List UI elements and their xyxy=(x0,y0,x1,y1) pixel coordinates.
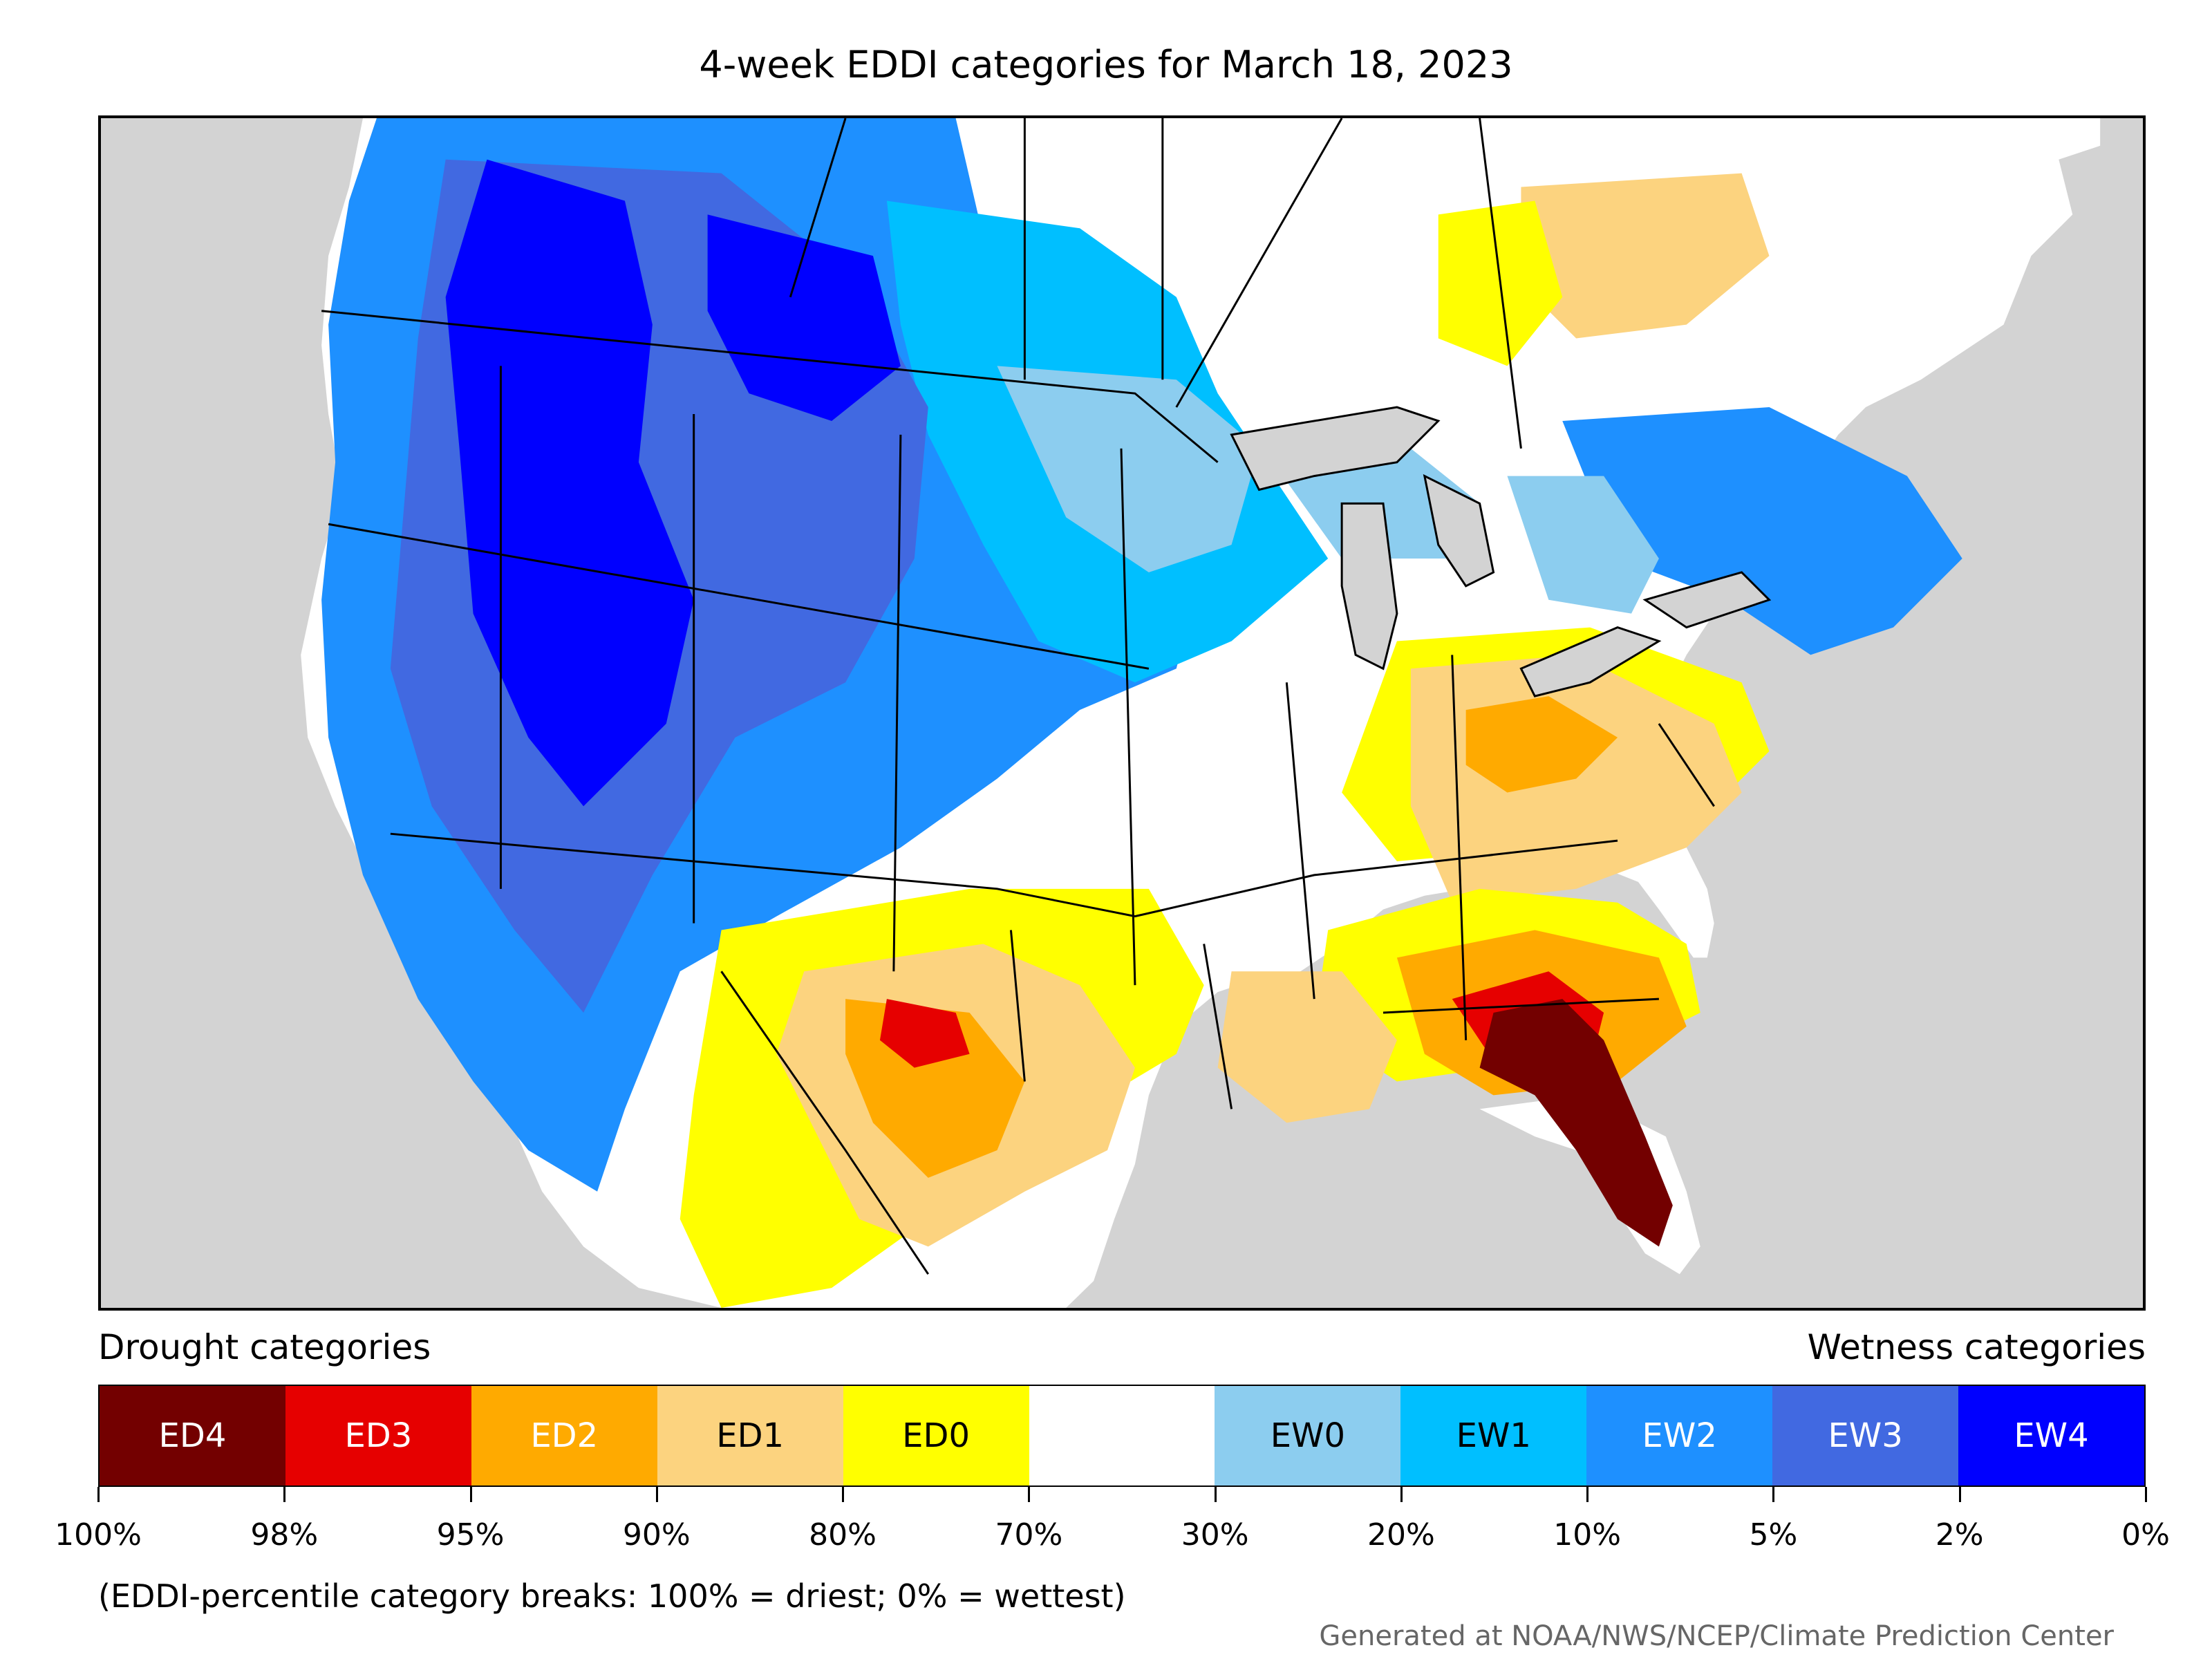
legend-tick xyxy=(1958,1487,1961,1502)
legend-tick-label: 80% xyxy=(809,1517,877,1553)
legend-swatch-ew3: EW3 xyxy=(1772,1386,1959,1485)
legend-tick-label: 0% xyxy=(2121,1517,2170,1553)
legend-tick xyxy=(1028,1487,1031,1502)
eddi-map xyxy=(301,118,2101,1308)
legend-tick xyxy=(842,1487,845,1502)
legend-tick-label: 98% xyxy=(250,1517,319,1553)
great-lakes xyxy=(1230,406,1772,697)
wet-region-northeast-ew2 xyxy=(1562,407,1962,655)
legend-tick-label: 2% xyxy=(1935,1517,1984,1553)
legend-tick xyxy=(655,1487,658,1502)
legend-tick xyxy=(1400,1487,1403,1502)
legend-tick xyxy=(97,1487,100,1502)
drought-region-ed4-florida xyxy=(1479,999,1673,1247)
legend-swatch-neutral xyxy=(1029,1386,1215,1485)
legend-ticks xyxy=(97,1487,2147,1502)
drought-region-ed3-texas xyxy=(879,999,970,1068)
legend-swatch-ew2: EW2 xyxy=(1586,1386,1773,1485)
legend-tick xyxy=(1214,1487,1217,1502)
legend-tick-label: 100% xyxy=(55,1517,142,1553)
wet-region-ew0 xyxy=(997,366,1259,572)
legend-tick-label: 70% xyxy=(995,1517,1063,1553)
legend-swatch-ew1: EW1 xyxy=(1400,1386,1587,1485)
legend-swatch-ed4: ED4 xyxy=(100,1386,285,1485)
legend-swatch-ed2: ED2 xyxy=(471,1386,657,1485)
legend-tick-label: 90% xyxy=(622,1517,691,1553)
drought-region-ed2-kentucky xyxy=(1465,696,1618,793)
legend-tick-label: 5% xyxy=(1749,1517,1798,1553)
wet-region-ew4-north xyxy=(707,214,901,421)
drought-categories-heading: Drought categories xyxy=(98,1327,431,1367)
credit-line: Generated at NOAA/NWS/NCEP/Climate Predi… xyxy=(1319,1620,2114,1652)
state-boundaries xyxy=(321,118,1715,1275)
wet-region-ew4 xyxy=(445,159,694,807)
legend-tick-label: 20% xyxy=(1367,1517,1435,1553)
drought-region-ed1-gulf xyxy=(1217,971,1397,1123)
legend-tick-label: 10% xyxy=(1553,1517,1622,1553)
legend-tick xyxy=(469,1487,472,1502)
legend-tick-label: 30% xyxy=(1181,1517,1249,1553)
legend-swatch-ed3: ED3 xyxy=(285,1386,471,1485)
legend-tick xyxy=(1586,1487,1589,1502)
legend-swatch-ew4: EW4 xyxy=(1958,1386,2144,1485)
wet-region-northeast-ew0 xyxy=(1507,476,1659,614)
legend-tick xyxy=(1772,1487,1775,1502)
drought-region-ed1-quebec xyxy=(1521,173,1770,339)
legend-tick xyxy=(283,1487,286,1502)
legend-tick xyxy=(2145,1487,2147,1502)
legend-tick-label: 95% xyxy=(436,1517,505,1553)
category-note: (EDDI-percentile category breaks: 100% =… xyxy=(98,1577,1126,1615)
map-title: 4-week EDDI categories for March 18, 202… xyxy=(699,43,1513,86)
wetness-categories-heading: Wetness categories xyxy=(1807,1327,2146,1367)
map-panel xyxy=(98,115,2146,1311)
legend-swatch-ew0: EW0 xyxy=(1215,1386,1401,1485)
legend-swatch-ed1: ED1 xyxy=(657,1386,843,1485)
legend-swatch-ed0: ED0 xyxy=(843,1386,1029,1485)
legend-colorbar: ED4 ED3 ED2 ED1 ED0 EW0 EW1 EW2 EW3 EW4 xyxy=(98,1385,2146,1487)
